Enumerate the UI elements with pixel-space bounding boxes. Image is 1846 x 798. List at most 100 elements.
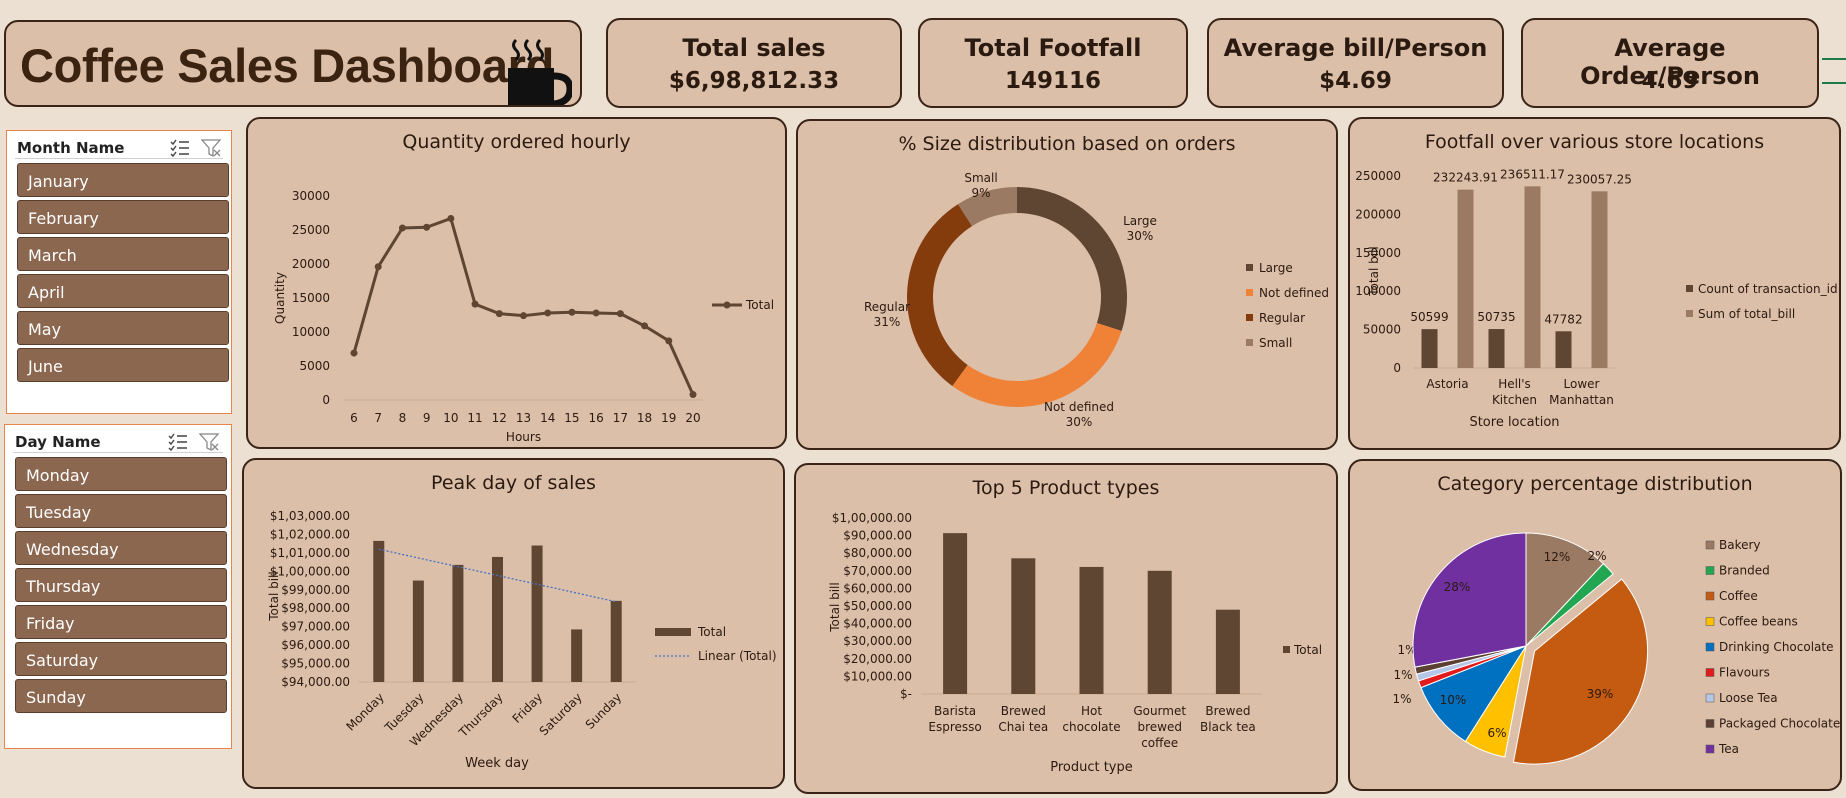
x-tick-label: 15 — [564, 411, 579, 425]
pie-slice — [1525, 532, 1605, 648]
x-tick-label: Hot — [1081, 704, 1102, 718]
legend-swatch — [1705, 566, 1715, 575]
slicer-item-march[interactable]: March — [17, 237, 229, 271]
y-axis-label: Total bill — [267, 571, 281, 621]
x-tick-label: Manhattan — [1549, 393, 1614, 407]
x-tick-label: chocolate — [1062, 720, 1120, 734]
legend-swatch — [1705, 744, 1715, 754]
y-tick-label: $1,02,000.00 — [270, 527, 350, 541]
legend-swatch — [1705, 668, 1715, 677]
dashboard-title-box: Coffee Sales Dashboard — [4, 20, 582, 107]
legend-label: Large — [1259, 261, 1293, 275]
y-tick-label: 20000 — [292, 257, 330, 271]
slice-percent: 39% — [1587, 687, 1614, 701]
x-axis-label: Hours — [506, 430, 541, 444]
y-tick-label: $80,000.00 — [843, 546, 912, 560]
data-point — [689, 391, 697, 399]
data-point — [520, 312, 527, 320]
slicer-item-thursday[interactable]: Thursday — [15, 568, 227, 602]
kpi-value: 4.69 — [1641, 68, 1699, 94]
kpi-label: Average bill/Person — [1223, 34, 1488, 62]
y-tick-label: 30000 — [292, 189, 330, 203]
y-tick-label: 100000 — [1355, 284, 1401, 298]
clear-filter-icon[interactable] — [201, 138, 223, 158]
y-tick-label: $96,000.00 — [281, 638, 350, 652]
donut-slice — [952, 322, 1122, 407]
legend-label: Not defined — [1259, 286, 1329, 300]
x-tick-label: Lower — [1564, 377, 1600, 391]
bar — [412, 580, 424, 682]
clear-filter-icon[interactable] — [199, 432, 221, 452]
y-tick-label: 250000 — [1355, 169, 1401, 183]
legend-swatch — [655, 628, 691, 636]
donut-slice — [907, 204, 972, 386]
chart-plot: 12% 2% 39% 6% 10% 1% 1% 1% 28% Bakery Branded Coffe… — [1392, 532, 1840, 765]
slicer-item-april[interactable]: April — [17, 274, 229, 308]
x-tick-label: 18 — [637, 411, 652, 425]
multi-select-icon[interactable] — [167, 432, 189, 452]
store-footfall-chart: Footfall over various store locations 0 5… — [1348, 117, 1841, 450]
slice-percent: 12% — [1544, 550, 1571, 564]
coffee-mug-icon — [508, 38, 572, 105]
slice-percent: 6% — [1487, 726, 1506, 740]
category-distribution-chart: Category percentage distribution 12% 2% 39… — [1348, 459, 1842, 791]
legend-swatch — [1705, 642, 1715, 652]
slicer-item-saturday[interactable]: Saturday — [15, 642, 227, 676]
x-tick-label: 14 — [540, 411, 555, 425]
kpi-label: Total sales — [682, 34, 826, 62]
chart-title: Category percentage distribution — [1437, 473, 1753, 495]
data-label: 47782 — [1544, 312, 1582, 326]
slicer-item-january[interactable]: January — [17, 163, 229, 197]
bar — [1011, 558, 1036, 694]
x-tick-label: 9 — [423, 411, 431, 425]
y-tick-label: 0 — [1393, 361, 1401, 375]
y-tick-label: 50000 — [1363, 323, 1401, 337]
multi-select-icon[interactable] — [169, 138, 191, 158]
legend-swatch — [1246, 339, 1253, 346]
legend-label: Packaged Chocolate — [1719, 717, 1840, 731]
chart-plot: 0 5000 10000 15000 20000 25000 30000 6 7 8 9 10 11 12… — [273, 189, 774, 444]
legend-label: Drinking Chocolate — [1719, 640, 1833, 654]
slicer-item-may[interactable]: May — [17, 311, 229, 345]
slice-percent: 28% — [1444, 580, 1471, 594]
legend-label: Coffee — [1719, 589, 1758, 603]
bar — [452, 564, 464, 682]
slice-label: Regular — [864, 300, 910, 314]
bar — [1215, 609, 1240, 694]
legend-swatch — [1686, 310, 1693, 317]
legend-swatch — [1705, 540, 1715, 550]
kpi-total-footfall: Total Footfall 149116 — [918, 18, 1188, 108]
bar — [492, 556, 503, 682]
legend-label: Linear (Total) — [698, 649, 777, 663]
slice-percent: 1% — [1393, 668, 1412, 682]
size-distribution-chart: % Size distribution based on orders Larg… — [796, 119, 1338, 450]
slicer-item-june[interactable]: June — [17, 348, 229, 382]
legend-swatch — [1686, 285, 1693, 292]
slicer-item-wednesday[interactable]: Wednesday — [15, 531, 227, 565]
slicer-item-monday[interactable]: Monday — [15, 457, 227, 491]
y-tick-label: 25000 — [292, 223, 330, 237]
x-axis-label: Store location — [1469, 415, 1559, 430]
x-tick-label: Astoria — [1426, 377, 1468, 391]
y-tick-label: 0 — [322, 393, 330, 407]
chart-plot: $94,000.00 $95,000.00 $96,000.00 $97,000.00… — [267, 509, 777, 771]
kpi-value: 149116 — [1004, 68, 1102, 94]
slicer-item-tuesday[interactable]: Tuesday — [15, 494, 227, 528]
pie-slice — [1525, 562, 1614, 647]
y-tick-label: $1,03,000.00 — [270, 509, 350, 523]
slicer-title: Day Name — [15, 433, 101, 451]
kpi-value: $4.69 — [1319, 68, 1392, 94]
x-tick-label: Saturday — [537, 690, 585, 738]
data-point — [665, 337, 673, 345]
slicer-item-friday[interactable]: Friday — [15, 605, 227, 639]
slicer-item-sunday[interactable]: Sunday — [15, 679, 227, 713]
bar — [531, 545, 543, 682]
chart-title: Footfall over various store locations — [1424, 131, 1765, 153]
slicer-item-february[interactable]: February — [17, 200, 229, 234]
slice-percent: 1% — [1392, 692, 1411, 706]
kpi-label: Average Order/Person — [1580, 34, 1760, 90]
data-point — [398, 224, 406, 232]
pie-slice — [1412, 532, 1527, 668]
x-tick-label: 6 — [350, 411, 358, 425]
bar — [1488, 329, 1505, 368]
